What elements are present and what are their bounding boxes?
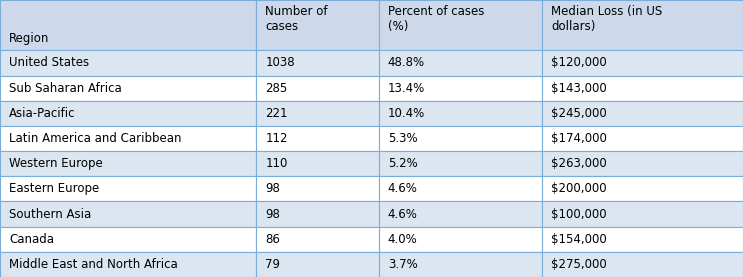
Bar bbox=[256, 101, 379, 126]
Text: Number of
cases: Number of cases bbox=[265, 5, 328, 33]
Bar bbox=[542, 76, 743, 101]
Text: 13.4%: 13.4% bbox=[388, 82, 425, 95]
Bar bbox=[256, 252, 379, 277]
Bar bbox=[0, 252, 256, 277]
Text: 110: 110 bbox=[265, 157, 288, 170]
Text: $143,000: $143,000 bbox=[551, 82, 607, 95]
Bar bbox=[0, 76, 256, 101]
Bar bbox=[0, 151, 256, 176]
Text: 1038: 1038 bbox=[265, 57, 295, 70]
Text: 86: 86 bbox=[265, 233, 280, 246]
Bar bbox=[379, 151, 542, 176]
Text: $245,000: $245,000 bbox=[551, 107, 607, 120]
Text: 4.6%: 4.6% bbox=[388, 182, 418, 195]
Text: 5.2%: 5.2% bbox=[388, 157, 418, 170]
Text: Latin America and Caribbean: Latin America and Caribbean bbox=[9, 132, 181, 145]
Text: 285: 285 bbox=[265, 82, 288, 95]
Bar bbox=[256, 151, 379, 176]
Bar bbox=[379, 176, 542, 201]
Text: 10.4%: 10.4% bbox=[388, 107, 425, 120]
Bar bbox=[0, 176, 256, 201]
Bar bbox=[542, 176, 743, 201]
Text: $263,000: $263,000 bbox=[551, 157, 607, 170]
Text: Median Loss (in US
dollars): Median Loss (in US dollars) bbox=[551, 5, 663, 33]
Bar bbox=[256, 176, 379, 201]
Text: 221: 221 bbox=[265, 107, 288, 120]
Bar bbox=[542, 151, 743, 176]
Text: Middle East and North Africa: Middle East and North Africa bbox=[9, 258, 178, 271]
Text: Canada: Canada bbox=[9, 233, 54, 246]
Bar bbox=[379, 126, 542, 151]
Text: 4.6%: 4.6% bbox=[388, 207, 418, 220]
Text: United States: United States bbox=[9, 57, 89, 70]
Bar bbox=[542, 126, 743, 151]
Bar bbox=[542, 50, 743, 76]
Bar bbox=[379, 50, 542, 76]
Bar bbox=[542, 252, 743, 277]
Bar bbox=[0, 50, 256, 76]
Bar bbox=[256, 50, 379, 76]
Text: Eastern Europe: Eastern Europe bbox=[9, 182, 99, 195]
Bar bbox=[542, 201, 743, 227]
Text: 79: 79 bbox=[265, 258, 280, 271]
Text: Percent of cases
(%): Percent of cases (%) bbox=[388, 5, 484, 33]
Bar bbox=[542, 101, 743, 126]
Text: $120,000: $120,000 bbox=[551, 57, 607, 70]
Bar bbox=[379, 201, 542, 227]
Text: Region: Region bbox=[9, 32, 49, 45]
Bar bbox=[0, 201, 256, 227]
Bar bbox=[256, 0, 379, 50]
Text: 98: 98 bbox=[265, 182, 280, 195]
Text: Western Europe: Western Europe bbox=[9, 157, 103, 170]
Bar bbox=[379, 252, 542, 277]
Bar bbox=[379, 76, 542, 101]
Bar bbox=[542, 227, 743, 252]
Bar bbox=[0, 0, 256, 50]
Text: 48.8%: 48.8% bbox=[388, 57, 425, 70]
Text: $200,000: $200,000 bbox=[551, 182, 607, 195]
Bar bbox=[256, 126, 379, 151]
Bar bbox=[0, 126, 256, 151]
Text: $154,000: $154,000 bbox=[551, 233, 607, 246]
Bar bbox=[256, 227, 379, 252]
Bar bbox=[542, 0, 743, 50]
Text: 3.7%: 3.7% bbox=[388, 258, 418, 271]
Text: Sub Saharan Africa: Sub Saharan Africa bbox=[9, 82, 122, 95]
Bar bbox=[0, 227, 256, 252]
Text: 98: 98 bbox=[265, 207, 280, 220]
Bar bbox=[379, 101, 542, 126]
Bar bbox=[256, 76, 379, 101]
Bar bbox=[256, 201, 379, 227]
Bar bbox=[379, 227, 542, 252]
Text: $100,000: $100,000 bbox=[551, 207, 607, 220]
Text: 5.3%: 5.3% bbox=[388, 132, 418, 145]
Bar bbox=[379, 0, 542, 50]
Text: Southern Asia: Southern Asia bbox=[9, 207, 91, 220]
Text: 112: 112 bbox=[265, 132, 288, 145]
Text: $174,000: $174,000 bbox=[551, 132, 607, 145]
Text: Asia-Pacific: Asia-Pacific bbox=[9, 107, 76, 120]
Text: $275,000: $275,000 bbox=[551, 258, 607, 271]
Text: 4.0%: 4.0% bbox=[388, 233, 418, 246]
Bar bbox=[0, 101, 256, 126]
